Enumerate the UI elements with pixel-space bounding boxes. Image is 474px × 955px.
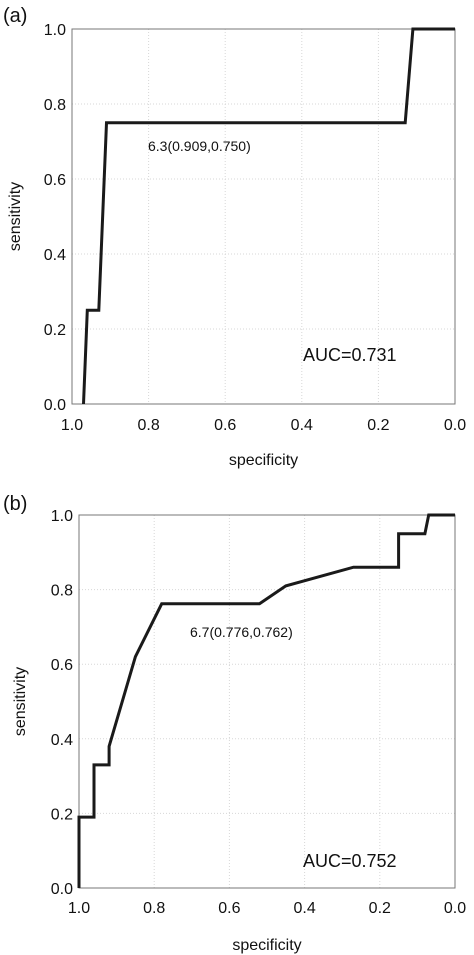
y-tick-label: 0.2 <box>44 322 66 339</box>
x-tick-label: 1.0 <box>68 900 90 917</box>
y-axis-title: sensitivity <box>12 667 29 736</box>
roc-curve-line <box>82 27 455 405</box>
x-tick-label: 0.2 <box>367 417 389 434</box>
x-tick-label: 0.8 <box>137 417 159 434</box>
roc-chart-a: (a) 1.0 0.8 0.6 0.4 0.2 0.0 0.0 0.2 0.4 0.6 0.8 1.0 s… <box>3 5 466 469</box>
y-tick-label: 0.4 <box>44 247 66 264</box>
x-tick-label: 0.4 <box>291 417 313 434</box>
roc-chart-b: (b) 1.0 0.8 0.6 0.4 0.2 0.0 0.0 0.2 0.4 0.6 0.8 1.0 s… <box>3 493 466 954</box>
y-axis-title: sensitivity <box>7 182 24 251</box>
roc-curve-line <box>77 513 455 888</box>
y-tick-label: 0.2 <box>51 806 73 823</box>
y-tick-label: 0.4 <box>51 732 73 749</box>
roc-panel-b: (b) 1.0 0.8 0.6 0.4 0.2 0.0 0.0 0.2 0.4 0.6 0.8 1.0 s… <box>0 480 474 955</box>
x-tick-label: 0.0 <box>444 417 466 434</box>
y-tick-label: 0.0 <box>44 397 66 414</box>
x-tick-label: 0.6 <box>214 417 236 434</box>
y-tick-label: 0.6 <box>44 172 66 189</box>
y-tick-label: 0.8 <box>51 583 73 600</box>
y-tick-label: 1.0 <box>51 508 73 525</box>
panel-label: (a) <box>3 5 27 27</box>
auc-label: AUC=0.731 <box>303 345 397 365</box>
x-tick-label: 0.0 <box>444 900 466 917</box>
y-tick-label: 0.0 <box>51 881 73 898</box>
x-tick-label: 0.8 <box>143 900 165 917</box>
cutoff-annotation: 6.7(0.776,0.762) <box>190 624 293 640</box>
x-axis-title: specificity <box>232 937 301 954</box>
auc-label: AUC=0.752 <box>303 851 397 871</box>
y-tick-label: 0.8 <box>44 97 66 114</box>
x-tick-label: 1.0 <box>61 417 83 434</box>
y-tick-label: 0.6 <box>51 657 73 674</box>
x-tick-label: 0.6 <box>218 900 240 917</box>
x-tick-label: 0.2 <box>369 900 391 917</box>
panel-label: (b) <box>3 493 27 515</box>
plot-frame <box>71 28 456 405</box>
plot-frame <box>78 514 456 889</box>
y-tick-label: 1.0 <box>44 22 66 39</box>
roc-panel-a: (a) 1.0 0.8 0.6 0.4 0.2 0.0 0.0 0.2 0.4 0.6 0.8 1.0 s… <box>3 5 466 469</box>
cutoff-annotation: 6.3(0.909,0.750) <box>148 138 251 154</box>
x-tick-label: 0.4 <box>293 900 315 917</box>
x-axis-title: specificity <box>229 452 298 469</box>
